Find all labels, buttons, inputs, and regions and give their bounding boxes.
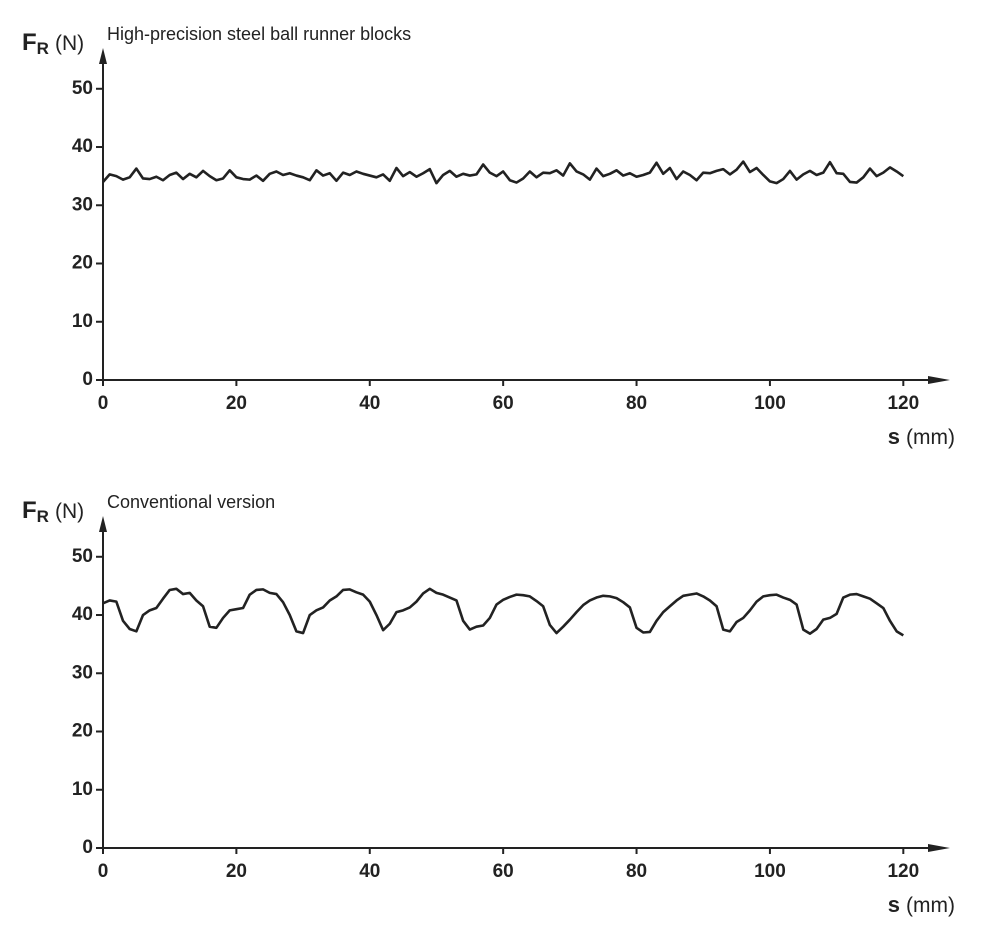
y-tick-label: 50 [72,546,93,567]
y-axis-label: FR (N) [22,497,84,526]
y-axis-arrow [99,516,107,532]
x-label-symbol: s [888,424,900,449]
y-label-symbol: F [22,29,37,56]
y-label-symbol: F [22,497,37,524]
x-tick-label: 20 [226,861,247,882]
x-axis-label: s (mm) [888,892,955,917]
y-label-unit: (N) [55,32,84,55]
y-tick-label: 30 [72,662,93,683]
y-label-subscript: R [37,507,49,526]
x-tick-label: 0 [98,861,109,882]
y-label-subscript: R [37,39,49,58]
y-tick-label: 10 [72,779,93,800]
y-axis-arrow [99,48,107,64]
y-tick-label: 0 [82,837,93,858]
chart: 0 10 20 30 40 50 0 20 40 60 80 100 120 FR (N) Conventio… [22,492,955,917]
x-tick-label: 40 [359,393,380,414]
chart-title: High-precision steel ball runner blocks [107,24,411,44]
x-label-symbol: s [888,892,900,917]
x-tick-label: 20 [226,393,247,414]
x-axis-arrow [928,844,950,852]
chart: 0 10 20 30 40 50 0 20 40 60 80 100 120 FR (N) High-prec… [22,24,955,449]
x-tick-label: 100 [754,861,786,882]
data-line [102,160,905,185]
x-tick-label: 80 [626,861,647,882]
x-tick-label: 60 [493,861,514,882]
chart-title: Conventional version [107,492,275,512]
x-tick-label: 0 [98,393,109,414]
x-axis-label: s (mm) [888,424,955,449]
y-tick-label: 20 [72,721,93,742]
x-label-unit: (mm) [906,426,955,449]
y-tick-label: 0 [82,369,93,390]
y-tick-label: 40 [72,136,93,157]
x-tick-label: 120 [887,393,919,414]
y-axis-label: FR (N) [22,29,84,58]
y-tick-label: 40 [72,604,93,625]
x-label-unit: (mm) [906,894,955,917]
x-tick-label: 80 [626,393,647,414]
y-tick-label: 50 [72,78,93,99]
y-tick-label: 20 [72,253,93,274]
x-tick-label: 100 [754,393,786,414]
y-tick-label: 10 [72,311,93,332]
x-tick-label: 40 [359,861,380,882]
x-tick-label: 120 [887,861,919,882]
x-axis-arrow [928,376,950,384]
x-tick-label: 60 [493,393,514,414]
data-line [102,587,904,637]
y-label-unit: (N) [55,500,84,523]
y-tick-label: 30 [72,194,93,215]
